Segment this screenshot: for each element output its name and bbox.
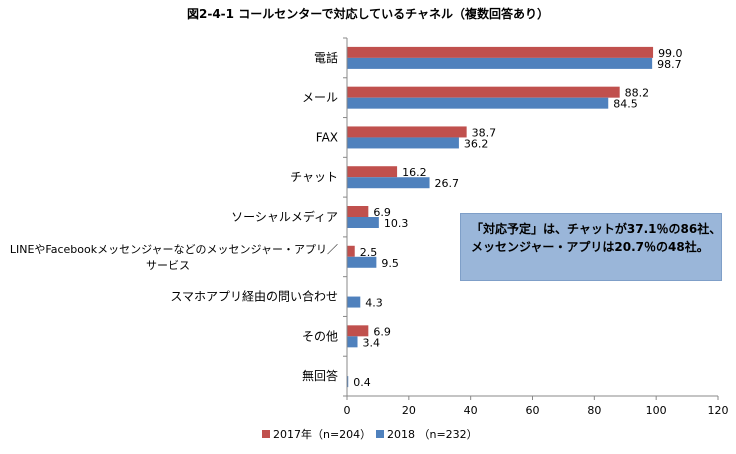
bar-2017 — [347, 46, 654, 58]
legend-label: 2018 （n=232） — [387, 428, 478, 441]
bar-2017 — [347, 325, 369, 337]
bar-2018 — [347, 336, 358, 348]
value-label: 36.2 — [464, 137, 489, 150]
category-label: 無回答 — [302, 368, 338, 383]
bar-2018 — [347, 57, 653, 69]
bars — [347, 46, 654, 388]
annotation-line-1: 「対応予定」は、チャットが37.1％の86社、 — [471, 222, 722, 236]
legend: 2017年（n=204） 2018 （n=232） — [262, 427, 478, 441]
legend-swatch — [262, 430, 270, 438]
value-label: 6.9 — [373, 325, 391, 338]
category-label: サービス — [146, 259, 190, 272]
value-label: 6.9 — [373, 206, 391, 219]
value-label: 84.5 — [613, 98, 638, 111]
value-labels: 99.0 88.2 38.7 16.2 6.9 2.5 6.9 98.7 84.5 36.2 26.… — [353, 47, 682, 389]
bar-2018 — [347, 376, 349, 388]
x-tick-label: 40 — [464, 404, 478, 417]
category-label: スマホアプリ経由の問い合わせ — [170, 289, 338, 304]
value-label: 16.2 — [402, 166, 427, 179]
x-tick-label: 100 — [646, 404, 667, 417]
value-label: 38.7 — [472, 126, 497, 139]
bar-2018 — [347, 256, 377, 268]
value-label: 3.4 — [363, 336, 381, 349]
chart-title: 図2-4-1 コールセンターで対応しているチャネル（複数回答あり） — [187, 6, 549, 21]
legend-label: 2017年（n=204） — [273, 427, 371, 441]
value-label: 88.2 — [625, 87, 650, 100]
x-tick-label: 0 — [344, 404, 351, 417]
value-label: 9.5 — [381, 257, 399, 270]
value-label: 99.0 — [658, 47, 683, 60]
axes: 0 20 40 60 80 100 120 — [343, 37, 729, 417]
value-label: 0.4 — [353, 376, 371, 389]
value-label: 10.3 — [384, 217, 409, 230]
x-tick-label: 120 — [708, 404, 729, 417]
category-label: ソーシャルメディア — [231, 209, 338, 224]
bar-2018 — [347, 137, 459, 149]
bar-2017 — [347, 126, 467, 138]
category-label: メール — [302, 91, 338, 105]
annotation-line-2: メッセンジャー・アプリは20.7％の48社。 — [471, 240, 709, 254]
legend-swatch — [376, 430, 384, 438]
value-label: 98.7 — [657, 58, 682, 71]
bar-2018 — [347, 296, 361, 308]
category-label: LINEやFacebookメッセンジャーなどのメッセンジャー・アプリ／ — [10, 243, 338, 256]
bar-2017 — [347, 166, 398, 178]
bar-2018 — [347, 97, 609, 109]
category-label: チャット — [290, 170, 338, 184]
category-label: その他 — [302, 329, 338, 343]
x-tick-label: 20 — [402, 404, 416, 417]
value-label: 4.3 — [365, 297, 383, 310]
bar-2017 — [347, 206, 369, 217]
category-label: 電話 — [314, 50, 338, 65]
bar-2017 — [347, 86, 620, 98]
category-label: FAX — [316, 130, 338, 144]
x-tick-label: 60 — [526, 404, 540, 417]
annotation-box: 「対応予定」は、チャットが37.1％の86社、 メッセンジャー・アプリは20.7… — [460, 213, 722, 281]
bar-2018 — [347, 217, 379, 228]
x-tick-label: 80 — [587, 404, 601, 417]
bar-2017 — [347, 245, 355, 257]
value-label: 2.5 — [360, 246, 378, 259]
value-label: 26.7 — [435, 177, 460, 190]
bar-2018 — [347, 177, 430, 189]
